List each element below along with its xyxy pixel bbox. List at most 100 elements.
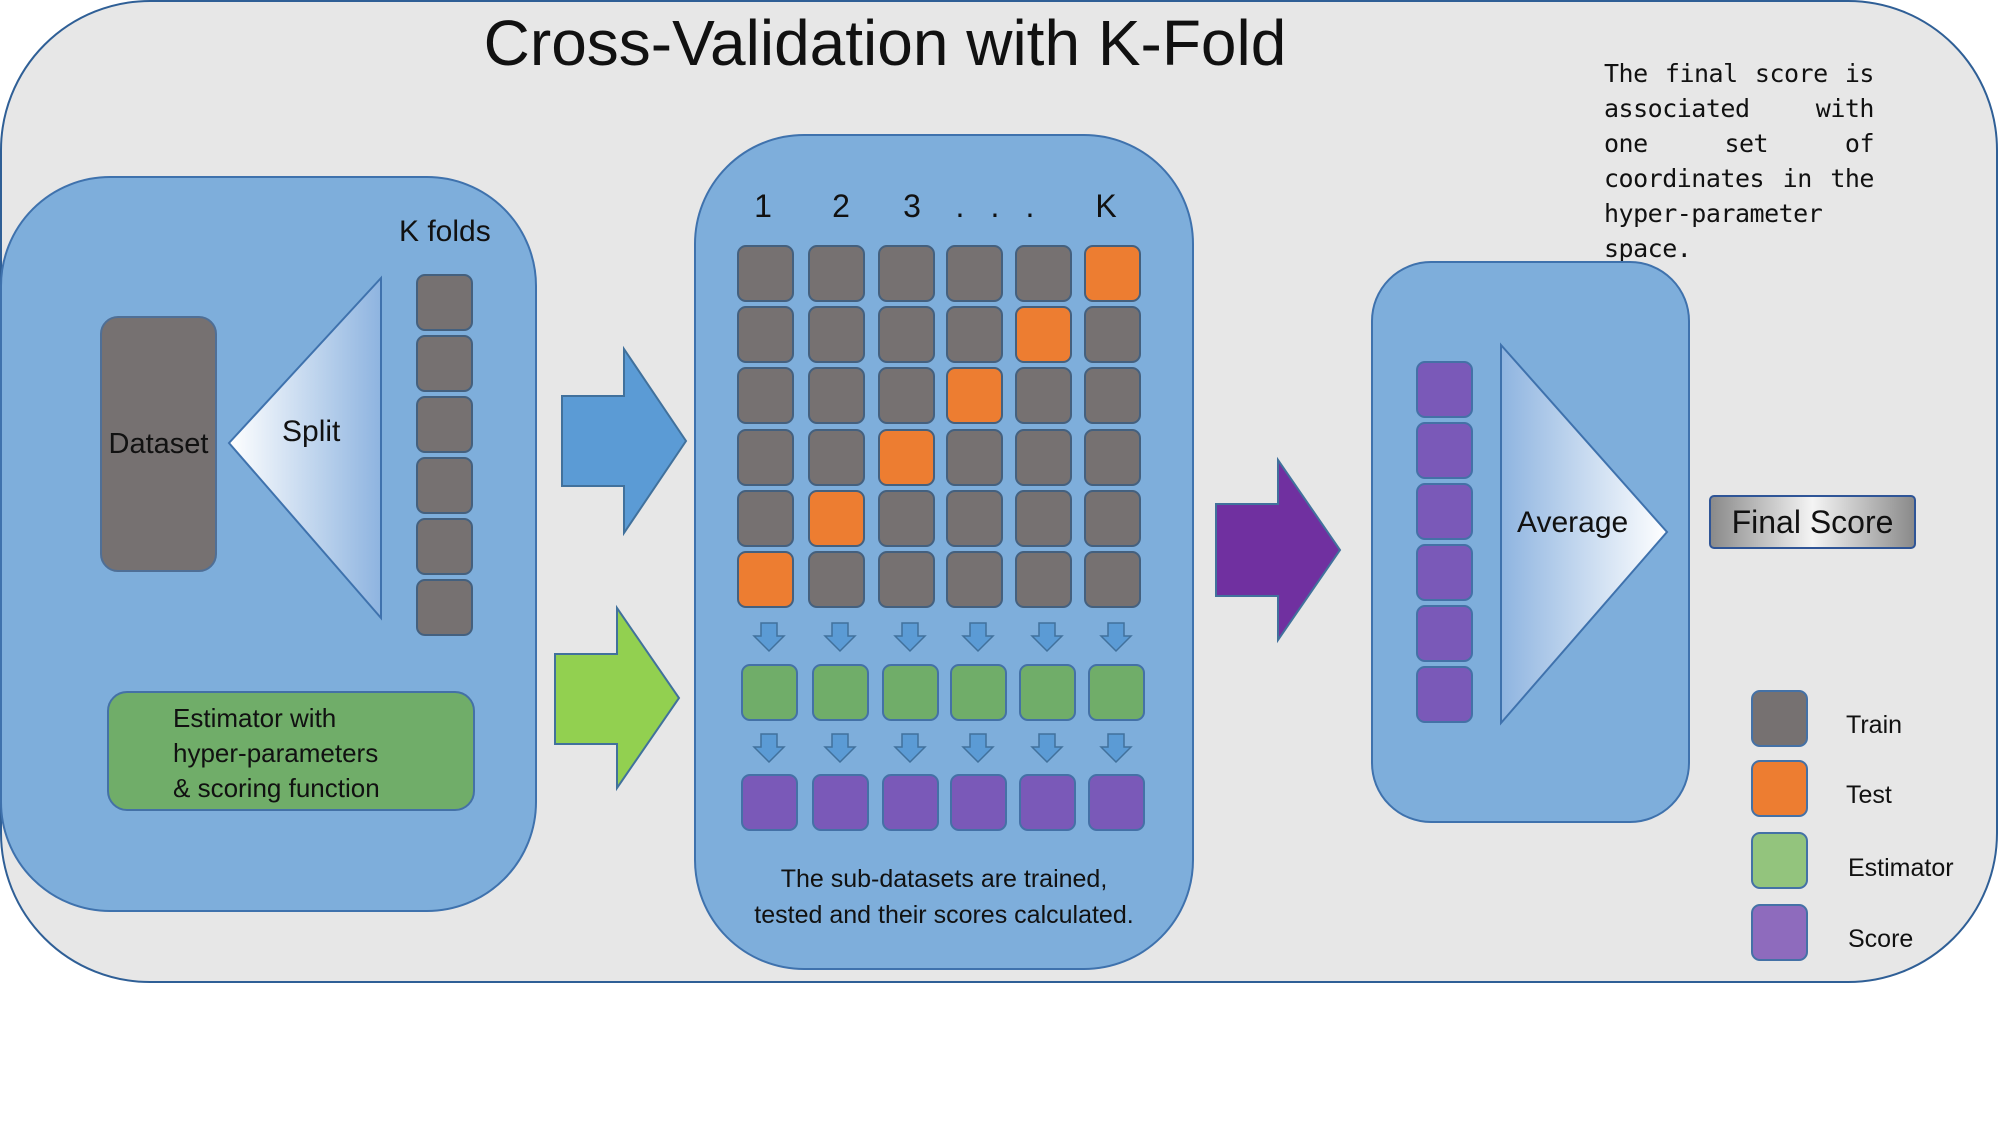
final-score-badge: Final Score — [1709, 495, 1916, 549]
kfolds-label: K folds — [399, 215, 491, 248]
train-fold-square — [946, 429, 1003, 486]
down-arrow-icon — [961, 622, 995, 653]
estimator-square — [882, 664, 939, 721]
column-header-1: 1 — [754, 188, 772, 224]
score-square — [812, 774, 869, 831]
estimator-line: & scoring function — [173, 773, 380, 803]
train-fold-square — [808, 367, 865, 424]
train-fold-square — [808, 551, 865, 608]
test-fold-square — [946, 367, 1003, 424]
average-label: Average — [1517, 506, 1629, 539]
legend-label: Train — [1846, 711, 1903, 739]
fold-square — [416, 518, 473, 575]
split-label: Split — [282, 415, 341, 448]
fold-square — [416, 274, 473, 331]
folds-caption: The sub-datasets are trained, tested and… — [694, 861, 1194, 933]
down-arrow-icon — [961, 733, 995, 764]
caption-line: tested and their scores calculated. — [754, 901, 1134, 929]
legend-swatch — [1751, 904, 1808, 961]
train-fold-square — [946, 490, 1003, 547]
train-fold-square — [946, 245, 1003, 302]
estimator-square — [1088, 664, 1145, 721]
train-fold-square — [1015, 367, 1072, 424]
train-fold-square — [808, 245, 865, 302]
down-arrow-icon — [752, 733, 786, 764]
legend-swatch — [1751, 832, 1808, 889]
purple-arrow — [1215, 456, 1342, 644]
train-fold-square — [1084, 367, 1141, 424]
fold-square — [416, 457, 473, 514]
down-arrow-icon — [1030, 733, 1064, 764]
test-fold-square — [878, 429, 935, 486]
average-score-square — [1416, 605, 1473, 662]
column-header-dot: . — [955, 188, 965, 224]
down-arrow-icon — [823, 622, 857, 653]
train-fold-square — [808, 429, 865, 486]
down-arrow-icon — [1099, 622, 1133, 653]
legend-swatch — [1751, 760, 1808, 817]
fold-square — [416, 579, 473, 636]
train-fold-square — [1084, 490, 1141, 547]
column-header-dot: . — [990, 188, 1000, 224]
train-fold-square — [737, 490, 794, 547]
train-fold-square — [737, 306, 794, 363]
score-square — [882, 774, 939, 831]
train-fold-square — [1084, 551, 1141, 608]
train-fold-square — [1015, 245, 1072, 302]
column-header-3: 3 — [903, 188, 921, 224]
column-header-dot: . — [1025, 188, 1035, 224]
fold-square — [416, 335, 473, 392]
final-score-label: Final Score — [1731, 503, 1894, 540]
train-fold-square — [878, 551, 935, 608]
train-fold-square — [737, 429, 794, 486]
dataset-label: Dataset — [108, 427, 209, 460]
caption-line: The sub-datasets are trained, — [780, 865, 1108, 893]
train-fold-square — [808, 306, 865, 363]
train-fold-square — [1015, 490, 1072, 547]
score-square — [1019, 774, 1076, 831]
train-fold-square — [878, 367, 935, 424]
column-header-k: K — [1095, 188, 1117, 224]
train-fold-square — [878, 245, 935, 302]
final-score-note: The final score is associated with one s… — [1604, 59, 1875, 263]
train-fold-square — [946, 551, 1003, 608]
down-arrow-icon — [823, 733, 857, 764]
score-square — [741, 774, 798, 831]
score-square — [950, 774, 1007, 831]
fold-square — [416, 396, 473, 453]
average-score-square — [1416, 361, 1473, 418]
column-header-2: 2 — [832, 188, 850, 224]
train-fold-square — [1084, 306, 1141, 363]
estimator-box: Estimator with hyper-parameters & scorin… — [107, 691, 475, 811]
estimator-square — [1019, 664, 1076, 721]
train-fold-square — [737, 367, 794, 424]
train-fold-square — [1084, 429, 1141, 486]
dataset-block: Dataset — [100, 316, 217, 572]
average-score-square — [1416, 544, 1473, 601]
train-fold-square — [1015, 429, 1072, 486]
estimator-line: Estimator with — [173, 703, 337, 733]
down-arrow-icon — [752, 622, 786, 653]
estimator-square — [950, 664, 1007, 721]
legend-swatch — [1751, 690, 1808, 747]
down-arrow-icon — [893, 622, 927, 653]
blue-arrow — [561, 345, 688, 537]
test-fold-square — [737, 551, 794, 608]
train-fold-square — [1015, 551, 1072, 608]
test-fold-square — [1015, 306, 1072, 363]
down-arrow-icon — [1030, 622, 1064, 653]
estimator-square — [741, 664, 798, 721]
train-fold-square — [878, 306, 935, 363]
train-fold-square — [737, 245, 794, 302]
legend-label: Score — [1848, 925, 1914, 953]
estimator-square — [812, 664, 869, 721]
train-fold-square — [878, 490, 935, 547]
down-arrow-icon — [893, 733, 927, 764]
average-score-square — [1416, 483, 1473, 540]
test-fold-square — [808, 490, 865, 547]
score-square — [1088, 774, 1145, 831]
diagram-title: Cross-Validation with K-Fold — [483, 7, 1287, 79]
